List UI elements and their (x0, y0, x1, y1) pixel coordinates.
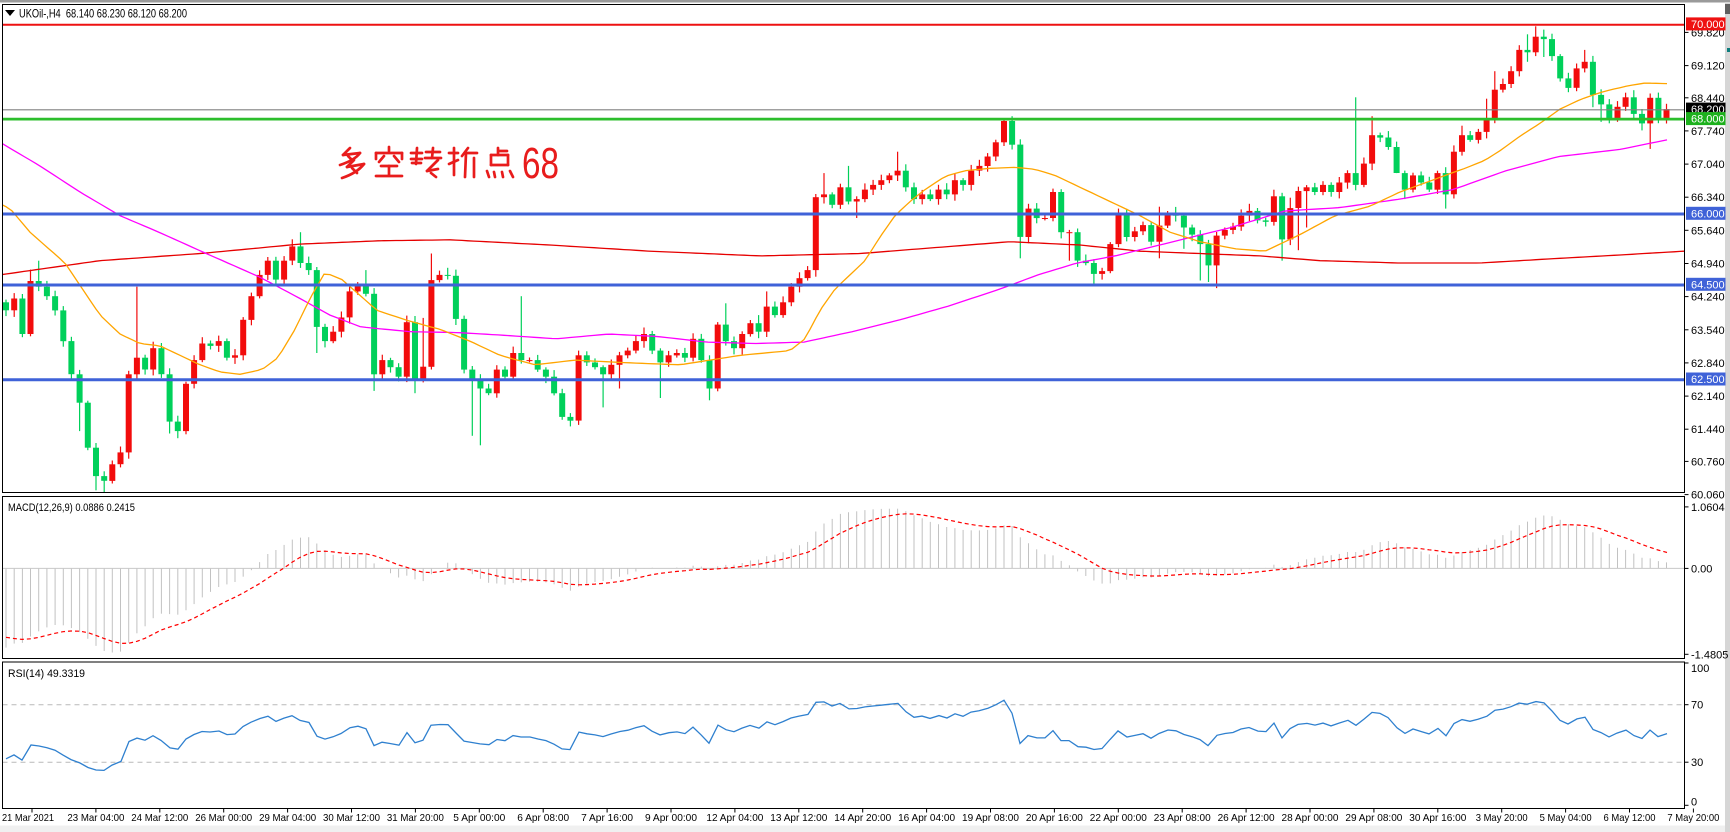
svg-text:67.040: 67.040 (1691, 159, 1725, 171)
svg-text:RSI(14) 49.3319: RSI(14) 49.3319 (8, 668, 85, 680)
svg-text:26 Mar 00:00: 26 Mar 00:00 (195, 812, 252, 824)
svg-text:16 Apr 04:00: 16 Apr 04:00 (898, 812, 955, 824)
svg-text:69.120: 69.120 (1691, 61, 1725, 73)
svg-text:61.440: 61.440 (1691, 424, 1725, 436)
svg-text:62.840: 62.840 (1691, 358, 1725, 370)
svg-text:21 Mar 2021: 21 Mar 2021 (2, 812, 54, 824)
svg-text:19 Apr 08:00: 19 Apr 08:00 (962, 812, 1019, 824)
svg-text:-1.4805: -1.4805 (1691, 649, 1728, 661)
svg-text:30 Apr 16:00: 30 Apr 16:00 (1409, 812, 1466, 824)
svg-text:66.340: 66.340 (1691, 192, 1725, 204)
svg-text:64.500: 64.500 (1691, 279, 1725, 291)
svg-text:68.440: 68.440 (1691, 93, 1725, 105)
svg-text:20 Apr 16:00: 20 Apr 16:00 (1026, 812, 1083, 824)
svg-text:66.000: 66.000 (1691, 208, 1725, 220)
svg-text:23 Apr 08:00: 23 Apr 08:00 (1154, 812, 1211, 824)
svg-text:28 Apr 00:00: 28 Apr 00:00 (1282, 812, 1339, 824)
svg-text:69.820: 69.820 (1691, 27, 1725, 39)
svg-text:63.540: 63.540 (1691, 325, 1725, 337)
svg-text:67.740: 67.740 (1691, 126, 1725, 138)
svg-text:64.240: 64.240 (1691, 292, 1725, 304)
svg-text:13 Apr 12:00: 13 Apr 12:00 (770, 812, 827, 824)
svg-text:23 Mar 04:00: 23 Mar 04:00 (67, 812, 124, 824)
svg-text:68: 68 (522, 139, 559, 188)
svg-text:68.000: 68.000 (1691, 114, 1725, 126)
svg-text:UKOil-,H4 68.140 68.230 68.12: UKOil-,H4 68.140 68.230 68.120 68.200 (19, 7, 187, 21)
svg-text:22 Apr 00:00: 22 Apr 00:00 (1090, 812, 1147, 824)
svg-text:MACD(12,26,9) 0.0886 0.2415: MACD(12,26,9) 0.0886 0.2415 (8, 502, 135, 514)
svg-text:5 May 04:00: 5 May 04:00 (1540, 812, 1592, 824)
svg-text:7 Apr 16:00: 7 Apr 16:00 (581, 812, 633, 824)
svg-text:62.140: 62.140 (1691, 391, 1725, 403)
svg-text:100: 100 (1691, 663, 1709, 675)
svg-text:31 Mar 20:00: 31 Mar 20:00 (387, 812, 444, 824)
svg-text:3 May 20:00: 3 May 20:00 (1476, 812, 1528, 824)
svg-text:70: 70 (1691, 700, 1703, 712)
svg-text:6 Apr 08:00: 6 Apr 08:00 (517, 812, 569, 824)
svg-text:24 Mar 12:00: 24 Mar 12:00 (131, 812, 188, 824)
svg-text:6 May 12:00: 6 May 12:00 (1604, 812, 1656, 824)
svg-text:14 Apr 20:00: 14 Apr 20:00 (834, 812, 891, 824)
svg-text:65.640: 65.640 (1691, 225, 1725, 237)
svg-text:29 Mar 04:00: 29 Mar 04:00 (259, 812, 316, 824)
svg-text:26 Apr 12:00: 26 Apr 12:00 (1218, 812, 1275, 824)
svg-text:30: 30 (1691, 757, 1703, 769)
svg-text:29 Apr 08:00: 29 Apr 08:00 (1345, 812, 1402, 824)
svg-text:7 May 20:00: 7 May 20:00 (1667, 812, 1719, 824)
svg-text:12 Apr 04:00: 12 Apr 04:00 (706, 812, 763, 824)
svg-text:5 Apr 00:00: 5 Apr 00:00 (453, 812, 505, 824)
svg-text:62.500: 62.500 (1691, 374, 1725, 386)
svg-text:70.000: 70.000 (1691, 19, 1725, 31)
svg-text:60.760: 60.760 (1691, 456, 1725, 468)
svg-text:64.940: 64.940 (1691, 259, 1725, 271)
svg-text:0.00: 0.00 (1691, 563, 1712, 575)
svg-text:60.060: 60.060 (1691, 490, 1725, 502)
svg-text:0: 0 (1691, 797, 1697, 809)
svg-text:1.0604: 1.0604 (1691, 502, 1725, 514)
svg-text:9 Apr 00:00: 9 Apr 00:00 (645, 812, 697, 824)
svg-text:30 Mar 12:00: 30 Mar 12:00 (323, 812, 380, 824)
